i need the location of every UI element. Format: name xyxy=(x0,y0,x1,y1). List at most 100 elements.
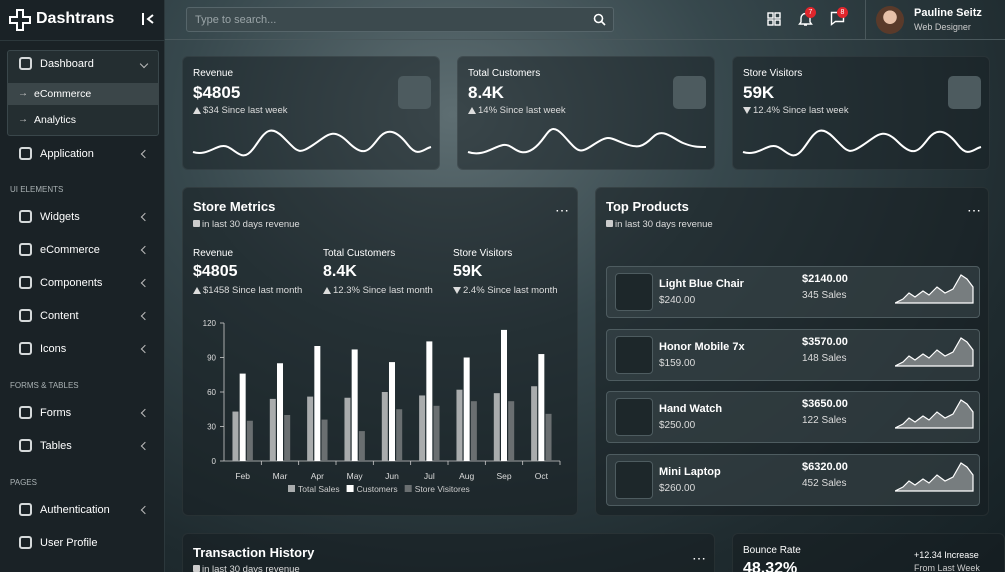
panel-title: Store Metrics xyxy=(193,199,276,214)
product-row[interactable]: Light Blue Chair $240.00 $2140.00 345 Sales xyxy=(606,266,980,318)
search-placeholder: Type to search... xyxy=(195,14,277,26)
product-image xyxy=(615,398,653,436)
bounce-change: +12.34 Increase xyxy=(914,550,979,560)
chevron xyxy=(140,441,150,451)
nav-item[interactable]: Dashboard xyxy=(40,58,94,70)
trend-arrow xyxy=(743,107,751,114)
nav-item[interactable]: Forms xyxy=(40,407,72,419)
more-menu[interactable]: ⋯ xyxy=(555,202,570,218)
nav-icon xyxy=(19,503,32,516)
nav-item[interactable]: Application xyxy=(40,148,94,160)
avatar[interactable] xyxy=(876,6,904,34)
metric-title: Store Visitors xyxy=(453,248,513,259)
bounce-label: Bounce Rate xyxy=(743,545,801,556)
apps-icon[interactable] xyxy=(767,12,781,26)
bounce-note: From Last Week xyxy=(914,563,980,572)
change: 12.4% Since last week xyxy=(743,105,849,116)
bounce-panel: Bounce Rate 48.32% +12.34 Increase From … xyxy=(732,533,1005,572)
product-image xyxy=(615,273,653,311)
nav-icon xyxy=(19,147,32,160)
brand: Dashtrans xyxy=(36,10,115,27)
nav-item[interactable]: Content xyxy=(40,310,79,322)
nav-item[interactable]: Icons xyxy=(40,343,67,355)
product-name: Mini Laptop xyxy=(659,465,721,478)
change-text: 14% Since last week xyxy=(478,105,566,116)
stat-card: Total Customers 8.4K 14% Since last week xyxy=(457,56,715,170)
trend-arrow xyxy=(468,107,476,114)
change: $34 Since last week xyxy=(193,105,288,116)
stat-card: Store Visitors 59K 12.4% Since last week xyxy=(732,56,990,170)
nav-icon xyxy=(19,210,32,223)
chevron xyxy=(140,344,150,354)
card-value: 8.4K xyxy=(468,83,504,102)
nav-icon xyxy=(19,342,32,355)
product-price: $260.00 xyxy=(659,482,696,494)
message-badge: 8 xyxy=(837,7,848,18)
panel-title: Top Products xyxy=(606,199,689,214)
trend-arrow xyxy=(323,287,331,294)
change-text: 12.3% Since last month xyxy=(333,285,433,296)
sub-arrow: → xyxy=(18,88,28,99)
panel-subtitle: in last 30 days revenue xyxy=(202,564,300,572)
product-price: $159.00 xyxy=(659,357,696,369)
product-row[interactable]: Honor Mobile 7x $159.00 $3570.00 148 Sales xyxy=(606,328,980,381)
change: 12.3% Since last month xyxy=(323,285,433,296)
metric-title: Revenue xyxy=(193,248,234,259)
nav-icon xyxy=(19,439,32,452)
metric-value: 59K xyxy=(453,263,483,280)
nav-subitem[interactable]: Analytics xyxy=(34,114,77,126)
product-sparkline xyxy=(895,399,974,429)
card-title: Revenue xyxy=(193,68,234,79)
product-row[interactable]: Mini Laptop $260.00 $6320.00 452 Sales xyxy=(606,453,980,506)
panel-subtitle: in last 30 days revenue xyxy=(615,219,713,230)
product-price: $240.00 xyxy=(659,295,696,306)
more-menu[interactable]: ⋯ xyxy=(967,202,982,218)
sparkline xyxy=(192,129,432,157)
nav-item[interactable]: Components xyxy=(40,277,103,289)
brand-logo xyxy=(9,9,31,31)
bounce-value: 48.32% xyxy=(743,560,798,572)
nav-icon xyxy=(19,309,32,322)
sub-arrow: → xyxy=(18,114,28,125)
nav-subitem[interactable]: eCommerce xyxy=(34,88,92,100)
product-revenue: $6320.00 xyxy=(802,460,848,473)
notification-badge: 7 xyxy=(805,7,816,18)
nav-icon xyxy=(19,57,32,70)
nav-item[interactable]: Authentication xyxy=(40,504,110,516)
change-text: $1458 Since last month xyxy=(203,285,303,296)
collapse-button[interactable] xyxy=(141,12,155,26)
more-menu[interactable]: ⋯ xyxy=(692,550,707,566)
product-sparkline xyxy=(895,336,974,367)
product-row[interactable]: Hand Watch $250.00 $3650.00 122 Sales xyxy=(606,391,980,443)
search-box[interactable]: Type to search... xyxy=(186,7,614,32)
product-image xyxy=(615,460,653,499)
metric-title: Total Customers xyxy=(323,248,396,259)
metric-value: $4805 xyxy=(193,263,238,280)
card-icon[interactable] xyxy=(398,76,431,109)
nav-icon xyxy=(19,276,32,289)
card-icon[interactable] xyxy=(948,76,981,109)
card-value: 59K xyxy=(743,83,775,102)
nav-icon xyxy=(19,536,32,549)
chevron xyxy=(140,245,150,255)
user-name: Pauline Seitz xyxy=(914,7,982,19)
metric-value: 8.4K xyxy=(323,263,357,280)
nav-item[interactable]: User Profile xyxy=(40,537,98,549)
store-metrics-panel: Store Metrics in last 30 days revenue ⋯ … xyxy=(182,187,578,516)
chevron xyxy=(140,505,150,515)
nav-item[interactable]: Tables xyxy=(40,440,72,452)
card-title: Total Customers xyxy=(468,68,541,79)
nav-item[interactable]: Widgets xyxy=(40,211,80,223)
product-name: Honor Mobile 7x xyxy=(659,340,745,353)
card-icon[interactable] xyxy=(673,76,706,109)
product-revenue: $3650.00 xyxy=(802,398,848,410)
product-price: $250.00 xyxy=(659,420,696,431)
trend-arrow xyxy=(453,287,461,294)
card-value: $4805 xyxy=(193,83,241,102)
nav-icon xyxy=(19,406,32,419)
nav-item[interactable]: eCommerce xyxy=(40,244,100,256)
product-revenue: $3570.00 xyxy=(802,335,848,348)
product-sales: 122 Sales xyxy=(802,415,847,426)
change: $1458 Since last month xyxy=(193,285,302,296)
panel-subtitle: in last 30 days revenue xyxy=(202,219,300,230)
